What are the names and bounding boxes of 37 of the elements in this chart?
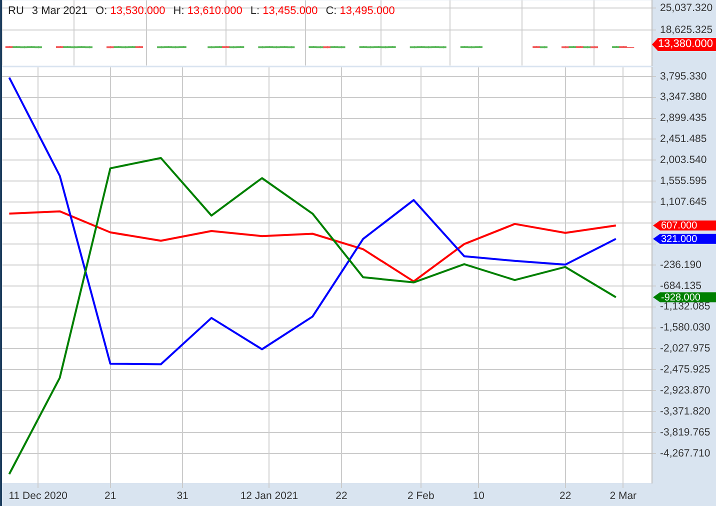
text: 321.000: [661, 234, 698, 246]
y-tick-label: 25,037.320: [660, 2, 713, 14]
y-tick-label: -1,132.085: [660, 300, 710, 313]
y-tick-label: -2,475.925: [660, 364, 710, 376]
y-tick-label: -684.135: [660, 280, 702, 292]
text: 607.000: [661, 220, 698, 232]
x-tick-label: 22: [336, 490, 348, 502]
y-tick-label: 2,003.540: [660, 154, 707, 166]
y-tick-label: -236.190: [660, 258, 702, 271]
annotation: L: 13,455.000: [250, 5, 318, 17]
y-tick-label: -2,027.975: [660, 342, 710, 355]
annotation: O: 13,530.000: [96, 5, 166, 17]
y-tick-label: 2,899.435: [660, 112, 707, 124]
x-tick-label: 11 Dec 2020: [8, 490, 68, 502]
y-tick-label: -3,371.820: [660, 405, 710, 418]
x-tick-label: 31: [176, 490, 189, 502]
annotation: H: 13,610.000: [173, 5, 242, 17]
text: 13,380.000: [652, 38, 716, 51]
chart-subtitle: 3 Mar 2021: [32, 5, 88, 17]
x-tick-label: 10: [472, 490, 485, 502]
y-tick-label: 1,107.645: [660, 196, 707, 208]
x-tick-label: 22: [559, 490, 572, 502]
annotation: C: 13,495.000: [326, 5, 395, 17]
y-tick-label: -1,580.030: [660, 322, 710, 334]
y-tick-label: 18,625.325: [660, 24, 713, 36]
y-tick-label: -4,267.710: [660, 447, 710, 460]
x-tick-label: 2 Mar: [610, 490, 638, 502]
y-tick-label: 1,555.595: [660, 175, 707, 188]
y-tick-label: 2,451.485: [660, 133, 707, 146]
y-tick-label: -2,923.870: [660, 384, 710, 396]
y-tick-label: -3,819.765: [660, 426, 710, 438]
x-tick-label: 2 Feb: [407, 490, 434, 502]
chart-title: RU: [8, 5, 24, 17]
x-tick-label: 21: [104, 490, 116, 502]
y-tick-label: 3,347.380: [660, 91, 707, 104]
x-tick-label: 12 Jan 2021: [240, 490, 298, 502]
y-tick-label: 3,795.330: [660, 70, 707, 82]
